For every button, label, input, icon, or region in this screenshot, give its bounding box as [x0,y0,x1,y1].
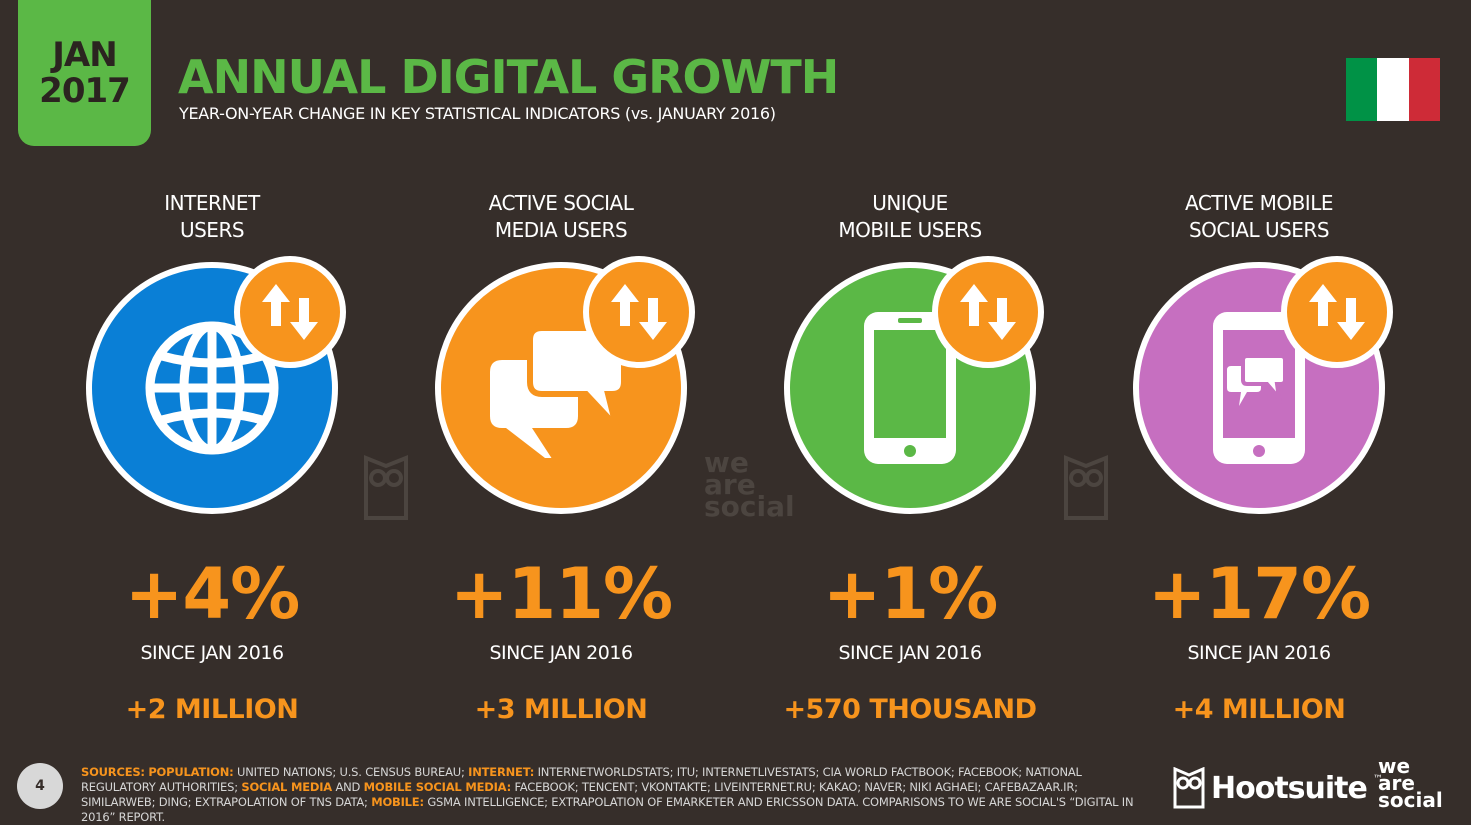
hootsuite-owl-watermark-icon [364,455,408,520]
growth-arrows-icon [932,256,1044,368]
stat-label: UNIQUE MOBILE USERS [838,191,982,242]
growth-arrows-icon [234,256,346,368]
mobile-phone-icon [864,312,956,464]
absolute-change: +4 MILLION [1172,694,1346,725]
stat-icon-group [784,256,1044,514]
stat-column-active-mobile-social-users: ACTIVE MOBILE SOCIAL USERS +17% SINCE JA… [1119,190,1399,725]
stat-column-internet-users: INTERNET USERS +4% SINCE JAN 2016 [72,190,352,725]
we-are-social-watermark: we are social [704,446,795,523]
stat-column-active-social-media-users: ACTIVE SOCIAL MEDIA USERS +11% SINCE JAN… [421,190,701,725]
stat-label: INTERNET USERS [164,191,260,242]
up-down-arrows-icon [262,284,318,340]
stat-column-unique-mobile-users: UNIQUE MOBILE USERS +1% SINCE JAN 2016 +… [770,190,1050,725]
italy-flag-icon [1346,58,1440,121]
absolute-change: +3 MILLION [474,694,648,725]
stat-label: ACTIVE MOBILE SOCIAL USERS [1185,191,1333,242]
owl-icon [1173,767,1205,809]
growth-arrows-icon [1281,256,1393,368]
since-label: SINCE JAN 2016 [489,642,633,664]
sources-text: SOURCES: POPULATION: UNITED NATIONS; U.S… [81,765,1134,824]
growth-percent: +1% [822,553,998,635]
growth-arrows-icon [583,256,695,368]
globe-icon [145,321,279,455]
stat-label: ACTIVE SOCIAL MEDIA USERS [488,191,634,242]
stat-icon-group [1133,256,1393,514]
date-badge: JAN 2017 [18,0,151,146]
stat-icon-group [435,256,695,514]
stat-circle [784,262,1036,514]
up-down-arrows-icon [960,284,1016,340]
stat-icon-group [86,256,346,514]
growth-percent: +17% [1147,553,1371,635]
up-down-arrows-icon [1309,284,1365,340]
we-are-social-logo: we are social [1378,754,1443,812]
up-down-arrows-icon [611,284,667,340]
hootsuite-owl-watermark-icon [1064,455,1108,520]
page-subtitle: YEAR-ON-YEAR CHANGE IN KEY STATISTICAL I… [179,104,776,123]
date-year: 2017 [39,71,131,111]
growth-percent: +11% [449,553,673,635]
page-title: ANNUAL DIGITAL GROWTH [178,50,839,104]
mobile-chat-icon [1213,312,1305,464]
since-label: SINCE JAN 2016 [140,642,284,664]
hootsuite-logo: Hootsuite ™ [1173,766,1383,810]
page-number: 4 [17,763,63,809]
since-label: SINCE JAN 2016 [1187,642,1331,664]
since-label: SINCE JAN 2016 [838,642,982,664]
date-month: JAN [52,35,117,75]
flag-stripe-white [1377,58,1409,121]
absolute-change: +2 MILLION [125,694,299,725]
flag-stripe-red [1408,58,1440,121]
growth-percent: +4% [124,553,300,635]
absolute-change: +570 THOUSAND [783,694,1037,725]
flag-stripe-green [1346,58,1378,121]
